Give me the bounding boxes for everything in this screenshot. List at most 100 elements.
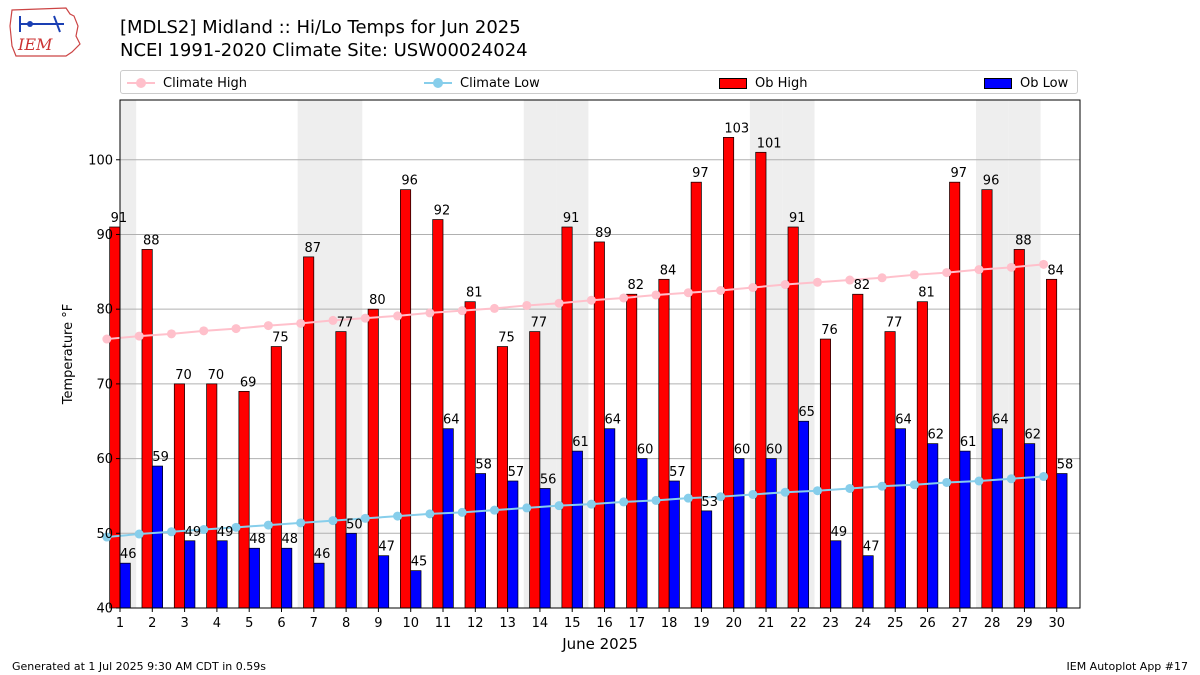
ob-low-label: 53 [701,495,718,510]
climate-low-point [231,522,241,532]
ob-low-bar [119,562,131,609]
climate-high-point [522,300,532,310]
climate-low-point [425,509,435,519]
legend-label-climate-high: Climate High [163,75,248,91]
climate-low-point [716,492,726,502]
climate-high-point [974,265,984,275]
climate-high-point [845,275,855,285]
ob-low-label: 61 [572,435,589,450]
footer-app-text: IEM Autoplot App #17 [1066,660,1189,673]
iem-logo: IEM [9,7,81,57]
climate-low-point [812,486,822,496]
ob-high-bar [270,346,282,609]
ob-high-label: 77 [886,316,903,331]
x-tick-label: 24 [855,616,872,631]
ob-high-label: 77 [337,316,354,331]
x-axis-label: June 2025 [561,635,638,653]
climate-low-point [457,507,467,517]
ob-high-label: 81 [918,286,935,301]
legend: Climate High Climate Low Ob High Ob Low [120,70,1078,94]
climate-high-point [457,306,467,316]
x-tick-label: 23 [822,616,839,631]
ob-high-bar [723,137,735,609]
ob-high-bar [626,293,638,609]
climate-low-point [263,520,273,530]
ob-high-bar [690,181,702,609]
ob-low-bar [733,458,745,609]
ob-high-label: 91 [111,211,128,226]
ob-high-bar [173,383,185,609]
climate-high-point [489,303,499,313]
climate-low-point [909,480,919,490]
ob-high-label: 77 [531,316,548,331]
climate-low-point [102,532,112,542]
ob-low-bar [991,428,1003,609]
climate-high-point [748,283,758,293]
climate-high-point [586,295,596,305]
legend-item-climate-low: Climate Low [424,74,540,92]
climate-high-line [106,263,1044,341]
ob-high-bar [238,391,250,609]
climate-low-point [586,499,596,509]
ob-high-label: 89 [595,226,612,241]
ob-high-label: 92 [434,204,451,219]
ob-low-bar [378,555,390,609]
ob-low-bar [474,473,487,609]
ob-high-label: 96 [983,174,1000,189]
ob-high-bar [141,249,153,609]
ob-low-label: 50 [346,517,363,532]
climate-low-point [522,503,532,513]
ob-low-label: 46 [314,547,331,562]
ob-low-label: 64 [895,413,912,428]
ob-high-bar [335,331,347,609]
legend-label-climate-low: Climate Low [460,75,540,91]
ob-low-bar [862,555,874,609]
y-tick-label: 100 [88,153,113,168]
x-tick-label: 20 [725,616,742,631]
ob-low-label: 45 [411,555,428,570]
legend-label-ob-high: Ob High [755,75,808,91]
ob-low-label: 64 [605,413,622,428]
ob-high-bar [109,226,121,609]
climate-high-point [425,308,435,318]
ob-high-label: 88 [143,233,160,248]
ob-low-bar [830,540,842,609]
ob-high-label: 75 [272,331,289,346]
ob-low-bar [216,540,228,609]
climate-low-point [1006,474,1016,484]
ob-high-bar [432,219,444,609]
ob-high-label: 84 [660,263,677,278]
y-tick-label: 90 [96,228,113,243]
ob-high-bar [303,256,315,609]
climate-high-point [942,268,952,278]
x-tick-label: 8 [342,616,350,631]
ob-low-label: 62 [928,428,945,443]
ob-high-bar [1046,278,1058,609]
ob-high-bar [852,293,864,609]
ob-low-label: 49 [217,525,234,540]
ob-high-bar [367,308,379,609]
x-tick-label: 2 [148,616,156,631]
ob-high-bar [529,331,541,609]
climate-high-point [231,324,241,334]
ob-low-label: 48 [249,532,266,547]
legend-item-ob-low: Ob Low [984,74,1068,92]
x-tick-label: 30 [1048,616,1065,631]
ob-low-bar [636,458,648,609]
ob-high-bar [496,346,508,609]
ob-high-label: 81 [466,286,483,301]
climate-low-point [651,495,661,505]
y-tick-label: 80 [96,303,113,318]
ob-low-bar [1024,443,1036,609]
ob-high-label: 70 [208,368,225,383]
climate-low-point [393,511,403,521]
x-tick-label: 4 [213,616,221,631]
ob-high-label: 82 [854,278,871,293]
ob-low-label: 59 [152,450,169,465]
climate-low-point [780,487,790,497]
ob-low-bar [313,562,325,609]
x-tick-label: 17 [629,616,646,631]
chart-subtitle: NCEI 1991-2020 Climate Site: USW00024024 [120,40,528,61]
ob-low-bar [507,480,519,609]
ob-high-label: 87 [304,241,321,256]
